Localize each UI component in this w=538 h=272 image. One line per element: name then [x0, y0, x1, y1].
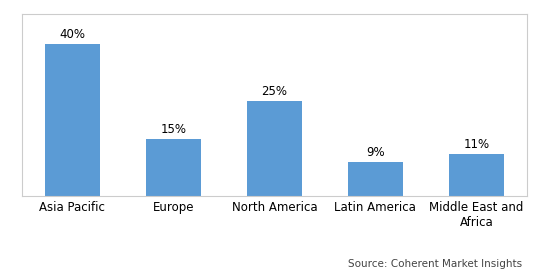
Text: 15%: 15%: [160, 123, 186, 136]
Text: Source: Coherent Market Insights: Source: Coherent Market Insights: [348, 259, 522, 269]
Bar: [348, 162, 403, 196]
Text: 40%: 40%: [59, 28, 86, 41]
Bar: [146, 139, 201, 196]
Text: 25%: 25%: [261, 85, 287, 98]
Text: 11%: 11%: [463, 138, 490, 151]
Bar: [246, 101, 302, 196]
Bar: [45, 44, 100, 196]
Text: 9%: 9%: [366, 146, 385, 159]
Bar: [449, 154, 504, 196]
